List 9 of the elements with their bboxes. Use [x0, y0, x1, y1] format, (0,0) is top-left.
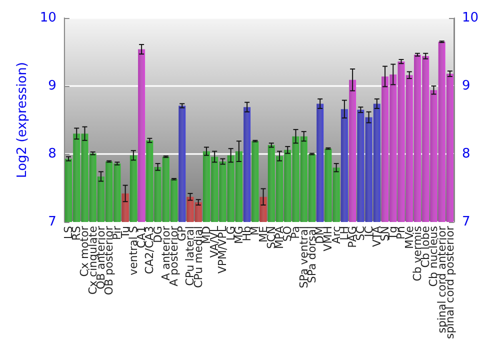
- y2-tick-label: 10: [462, 10, 479, 26]
- y-tick-label: 10: [40, 10, 56, 26]
- y-tick-label: 7: [48, 214, 56, 230]
- y-axis-title: Log2 (expression): [15, 62, 30, 178]
- y-tick-label: 8: [48, 146, 56, 162]
- y2-tick-label: 7: [462, 214, 470, 230]
- y2-tick-label: 9: [462, 78, 470, 94]
- y2-tick-label: 8: [462, 146, 470, 162]
- y-tick-label: 9: [48, 78, 56, 94]
